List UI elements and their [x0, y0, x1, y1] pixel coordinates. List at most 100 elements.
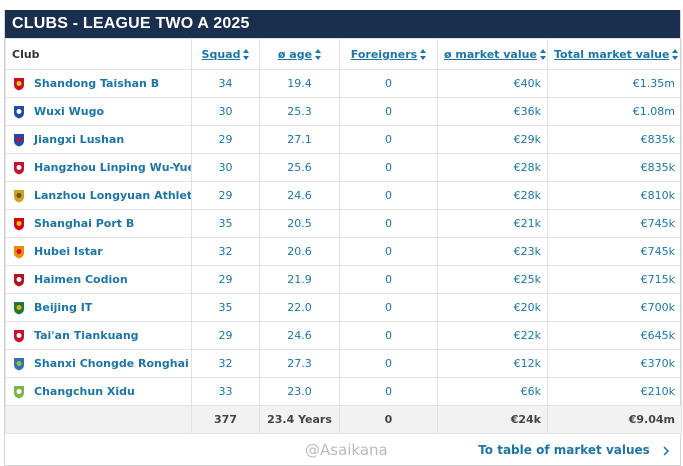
column-header[interactable]: ø age	[259, 38, 340, 70]
cell: 27.1	[259, 125, 340, 154]
cell: 24.6	[259, 321, 340, 350]
club-name[interactable]: Shandong Taishan B	[34, 76, 160, 90]
club-name[interactable]: Shanghai Port B	[34, 216, 135, 230]
column-header-text[interactable]: Foreigners	[350, 47, 418, 61]
cell: €40k	[437, 69, 548, 98]
cell: €22k	[437, 321, 548, 350]
club-row: Jiangxi Lushan 29 27.1 0 €29k €835k	[5, 125, 682, 154]
cell: 30	[191, 153, 260, 182]
cell: 0	[339, 209, 438, 238]
cell-text: 25.6	[287, 161, 312, 174]
cell-text: 25.3	[287, 105, 312, 118]
cell-text: €645k	[640, 329, 675, 342]
cell-text: €835k	[640, 133, 675, 146]
total-text: 377	[214, 413, 237, 426]
sort-icon	[243, 49, 250, 60]
column-header: Club	[5, 38, 192, 70]
cell: 27.3	[259, 349, 340, 378]
club-name[interactable]: Tai'an Tiankuang	[34, 328, 139, 342]
club-cell: Lanzhou Longyuan Athletic	[5, 181, 192, 210]
club-name[interactable]: Wuxi Wugo	[34, 104, 105, 118]
cell: 29	[191, 321, 260, 350]
cell-text: 0	[385, 329, 392, 342]
cell: €9.04m	[547, 405, 682, 434]
column-header[interactable]: Total market value	[547, 38, 682, 70]
club-cell: Shanghai Port B	[5, 209, 192, 238]
club-name[interactable]: Lanzhou Longyuan Athletic	[34, 188, 192, 202]
cell: €28k	[437, 153, 548, 182]
club-name[interactable]: Hubei Istar	[34, 244, 103, 258]
club-crest	[14, 105, 24, 118]
cell-text: €36k	[513, 105, 541, 118]
total-text: 0	[384, 413, 393, 426]
cell: €745k	[547, 209, 682, 238]
cell-text: €835k	[640, 161, 675, 174]
cell-text: 0	[385, 133, 392, 146]
cell: 20.6	[259, 237, 340, 266]
cell: 35	[191, 209, 260, 238]
cell: 0	[339, 349, 438, 378]
club-crest	[14, 189, 24, 202]
cell-text: €810k	[640, 189, 675, 202]
market-values-link[interactable]: To table of market values	[478, 443, 670, 457]
club-cell: Wuxi Wugo	[5, 97, 192, 126]
club-name[interactable]: Haimen Codion	[34, 272, 128, 286]
cell: 29	[191, 265, 260, 294]
cell: €23k	[437, 237, 548, 266]
cell-text: 27.3	[287, 357, 312, 370]
club-row: Shanxi Chongde Ronghai 32 27.3 0 €12k €370k	[5, 349, 682, 378]
cell-text: 0	[385, 357, 392, 370]
column-header[interactable]: Squad	[191, 38, 260, 70]
link-text[interactable]: To table of market values	[478, 443, 650, 457]
cell-text: 29	[218, 329, 233, 342]
sort-icon	[315, 49, 322, 60]
club-crest	[14, 77, 24, 90]
club-name[interactable]: Changchun Xidu	[34, 384, 135, 398]
cell-text: 20.6	[287, 245, 312, 258]
column-header-text[interactable]: ø age	[277, 47, 313, 61]
club-crest	[14, 329, 24, 342]
club-row: Shandong Taishan B 34 19.4 0 €40k €1.35m	[5, 69, 682, 98]
column-header[interactable]: ø market value	[437, 38, 548, 70]
cell-text: 0	[385, 245, 392, 258]
column-header-text[interactable]: Squad	[201, 47, 241, 61]
panel-title: CLUBS - LEAGUE TWO A 2025	[5, 10, 680, 38]
cell: €25k	[437, 265, 548, 294]
club-name[interactable]: Jiangxi Lushan	[34, 132, 125, 146]
cell: €645k	[547, 321, 682, 350]
cell-text: €715k	[640, 273, 675, 286]
column-header[interactable]: Foreigners	[339, 38, 438, 70]
cell-text: 22.0	[287, 301, 312, 314]
column-header-text[interactable]: Total market value	[554, 47, 670, 61]
cell: €20k	[437, 293, 548, 322]
sort-icon	[420, 49, 427, 60]
club-name[interactable]: Beijing IT	[34, 300, 93, 314]
cell-text: 0	[385, 301, 392, 314]
club-name[interactable]: Shanxi Chongde Ronghai	[34, 356, 189, 370]
cell-text: €6k	[520, 385, 541, 398]
cell-text: 29	[218, 273, 233, 286]
club-name[interactable]: Hangzhou Linping Wu-Yue	[34, 160, 192, 174]
cell: €1.35m	[547, 69, 682, 98]
cell-text: 30	[218, 161, 233, 174]
cell-text: €370k	[640, 357, 675, 370]
club-cell: Beijing IT	[5, 293, 192, 322]
club-row: Changchun Xidu 33 23.0 0 €6k €210k	[5, 377, 682, 406]
cell: 32	[191, 349, 260, 378]
cell-text: 32	[218, 357, 233, 370]
totals-row: 377 23.4 Years 0 €24k €9.04m	[5, 405, 682, 434]
cell-text: €23k	[513, 245, 541, 258]
column-header-text: Club	[12, 47, 40, 61]
cell-text: 35	[218, 301, 233, 314]
cell: 23.4 Years	[259, 405, 340, 434]
cell: 0	[339, 405, 438, 434]
cell-text: 0	[385, 77, 392, 90]
column-header-text[interactable]: ø market value	[444, 47, 537, 61]
cell: €700k	[547, 293, 682, 322]
cell: €36k	[437, 97, 548, 126]
cell-text: 0	[385, 189, 392, 202]
cell: 19.4	[259, 69, 340, 98]
cell-text: €21k	[513, 217, 541, 230]
cell: €810k	[547, 181, 682, 210]
